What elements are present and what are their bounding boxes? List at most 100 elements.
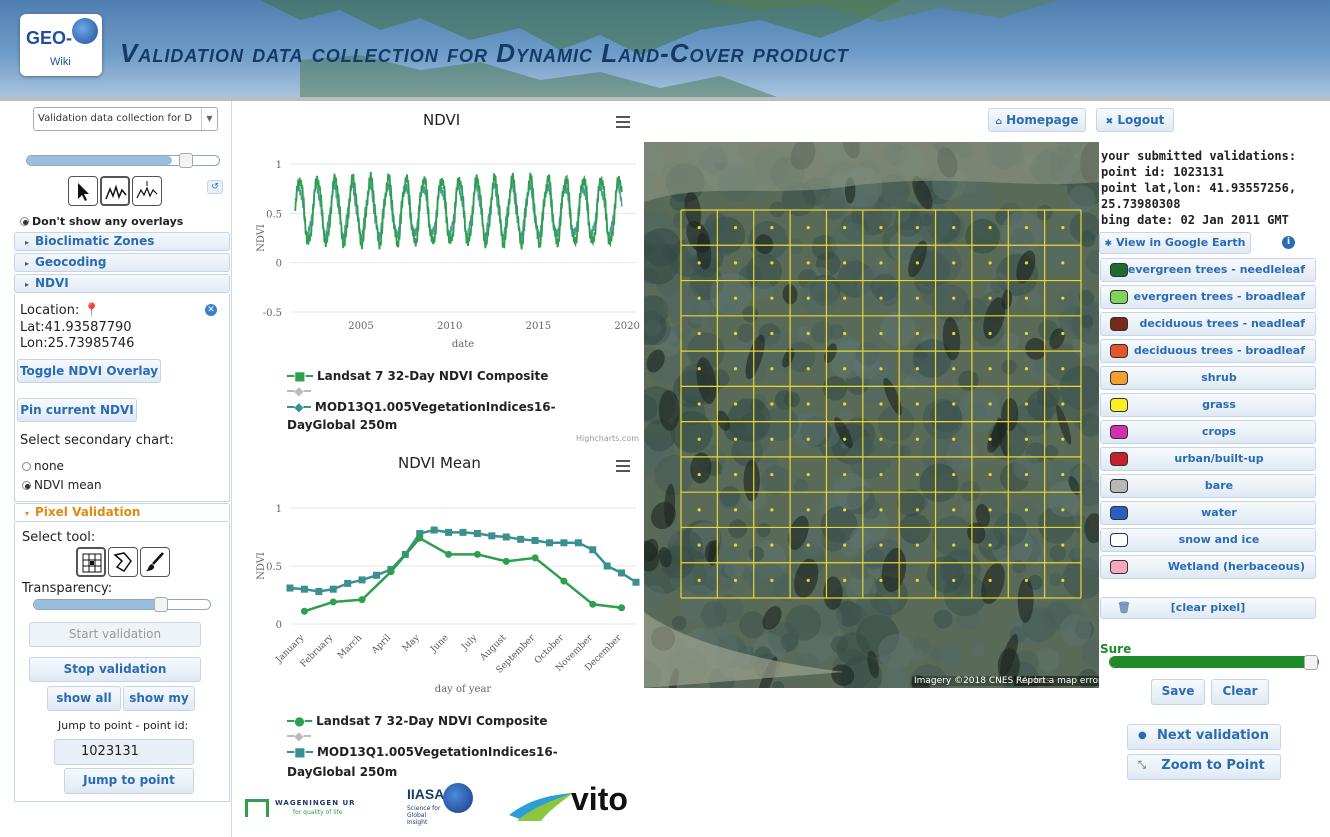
refresh-icon[interactable]: ↺ (207, 180, 223, 194)
land-cover-class-button[interactable]: grass (1100, 393, 1316, 417)
secondary-ndvi-mean-radio[interactable]: NDVI mean (22, 478, 102, 492)
land-cover-class-button[interactable]: deciduous trees - neadleaf (1100, 312, 1316, 336)
pixel-center-dot (697, 261, 701, 265)
pixel-center-dot (952, 261, 956, 265)
accordion-bioclimatic-zones[interactable]: ▸ Bioclimatic Zones (14, 232, 230, 251)
ndvi-legend-landsat[interactable]: ━■━ Landsat 7 32-Day NDVI Composite (287, 369, 548, 383)
tree-canopy (644, 296, 662, 332)
accordion-geocoding[interactable]: ▸ Geocoding (14, 253, 230, 272)
geowiki-logo[interactable]: GEO- Wiki (20, 14, 102, 76)
accordion-pixel-validation[interactable]: ▾ Pixel Validation (14, 503, 230, 522)
secondary-none-radio[interactable]: none (22, 459, 64, 473)
save-button[interactable]: Save (1151, 679, 1205, 705)
tree-canopy (752, 189, 767, 204)
pixel-center-dot (879, 508, 883, 512)
ndvi-pin-tool-button[interactable] (132, 176, 162, 206)
brush-tool-button[interactable] (140, 547, 170, 577)
land-cover-class-button[interactable]: crops (1100, 420, 1316, 444)
pixel-center-dot (1024, 508, 1029, 512)
pin-current-ndvi-button[interactable]: Pin current NDVI (17, 398, 137, 422)
y-axis-label: NDVI (256, 224, 267, 252)
campaign-select[interactable]: Validation data collection for D ▼ (33, 107, 218, 131)
close-icon[interactable]: ✕ (205, 304, 217, 316)
report-map-error-link[interactable]: Report a map error (1014, 676, 1099, 686)
chart-menu-icon[interactable] (616, 460, 630, 472)
pixel-select-tool-button[interactable] (76, 547, 106, 577)
data-point (300, 607, 308, 615)
point-id-input[interactable]: 1023131 (54, 739, 194, 765)
zoom-slider[interactable] (26, 153, 220, 168)
zoom-slider-handle[interactable] (179, 153, 193, 168)
chart-menu-icon[interactable] (616, 116, 630, 128)
pixel-center-dot (915, 296, 919, 300)
homepage-button[interactable]: ⌂ Homepage (988, 108, 1086, 132)
land-cover-class-button[interactable]: urban/built-up (1100, 447, 1316, 471)
pixel-center-dot (770, 437, 774, 441)
highcharts-credit[interactable]: Highcharts.com (576, 434, 639, 443)
data-point (603, 562, 611, 570)
data-point (502, 533, 510, 541)
next-validation-button[interactable]: ● Next validation (1127, 724, 1281, 750)
pixel-center-dot (733, 261, 738, 265)
logout-button[interactable]: ✖ Logout (1096, 108, 1174, 132)
land-cover-class-button[interactable]: snow and ice (1100, 528, 1316, 552)
clear-button[interactable]: Clear (1211, 679, 1269, 705)
class-color-swatch (1110, 560, 1128, 574)
mean-legend-modis[interactable]: ━■━ MOD13Q1.005VegetationIndices16-DayGl… (287, 742, 587, 782)
land-cover-class-button[interactable]: Wetland (herbaceous) (1100, 555, 1316, 579)
map-imagery (644, 142, 1099, 688)
start-validation-button[interactable]: Start validation (29, 622, 201, 647)
y-tick-label: 0 (276, 259, 282, 270)
tree-canopy (933, 609, 953, 629)
tree-canopy (1026, 390, 1058, 422)
stop-validation-button[interactable]: Stop validation (29, 657, 201, 682)
satellite-map[interactable]: Imagery ©2018 CNES / Airbus Report a map… (644, 142, 1099, 688)
land-cover-class-button[interactable]: shrub (1100, 366, 1316, 390)
pixel-center-dot (1024, 578, 1029, 582)
tree-canopy (1079, 314, 1094, 329)
tree-canopy (941, 647, 964, 670)
land-cover-class-button[interactable]: bare (1100, 474, 1316, 498)
land-cover-class-button[interactable]: deciduous trees - broadleaf (1100, 339, 1316, 363)
pixel-center-dot (915, 367, 919, 371)
zoom-to-point-button[interactable]: ⤡ Zoom to Point (1127, 754, 1281, 780)
pixel-center-dot (952, 402, 956, 406)
certainty-slider[interactable] (1109, 655, 1319, 670)
class-color-swatch (1110, 452, 1128, 466)
ndvi-chart-tool-button[interactable] (100, 176, 130, 206)
transparency-slider[interactable] (33, 597, 211, 612)
pixel-center-dot (806, 437, 810, 441)
data-point (300, 585, 308, 593)
pixel-center-dot (915, 402, 919, 406)
ndvi-legend-modis[interactable]: ━◆━ MOD13Q1.005VegetationIndices16-DayGl… (287, 398, 587, 434)
location-lon: Lon:25.73985746 (20, 336, 135, 351)
google-earth-icon: ✱ (1104, 239, 1113, 249)
view-in-google-earth-button[interactable]: ✱ View in Google Earth (1099, 232, 1251, 254)
data-point (344, 579, 352, 587)
tree-canopy (811, 234, 838, 261)
toggle-ndvi-overlay-button[interactable]: Toggle NDVI Overlay (17, 359, 161, 383)
tree-canopy (929, 400, 962, 433)
overlay-none-radio[interactable]: Don't show any overlays (20, 215, 183, 228)
show-all-button[interactable]: show all (47, 686, 121, 711)
jump-to-point-button[interactable]: Jump to point (64, 768, 194, 794)
mean-legend-landsat[interactable]: ━●━ Landsat 7 32-Day NDVI Composite (287, 714, 548, 728)
transparency-slider-handle[interactable] (154, 597, 168, 612)
land-cover-class-button[interactable]: water (1100, 501, 1316, 525)
tree-canopy (912, 494, 928, 511)
tree-shadow (883, 377, 902, 416)
campaign-select-value: Validation data collection for D (38, 113, 193, 124)
pixel-center-dot (1024, 331, 1029, 336)
data-point (459, 528, 467, 536)
certainty-slider-handle[interactable] (1304, 655, 1318, 670)
pixel-center-dot (697, 578, 701, 582)
info-icon[interactable]: i (1282, 236, 1295, 249)
tree-canopy (959, 480, 981, 502)
show-my-button[interactable]: show my (123, 686, 195, 711)
polygon-tool-button[interactable] (108, 547, 138, 577)
land-cover-class-button[interactable]: evergreen trees - needleleaf (1100, 258, 1316, 282)
land-cover-class-button[interactable]: evergreen trees - broadleaf (1100, 285, 1316, 309)
pointer-tool-button[interactable] (68, 176, 98, 206)
accordion-ndvi[interactable]: ▸ NDVI (14, 274, 230, 293)
clear-pixel-button[interactable]: 🗑 [clear pixel] (1100, 597, 1316, 619)
